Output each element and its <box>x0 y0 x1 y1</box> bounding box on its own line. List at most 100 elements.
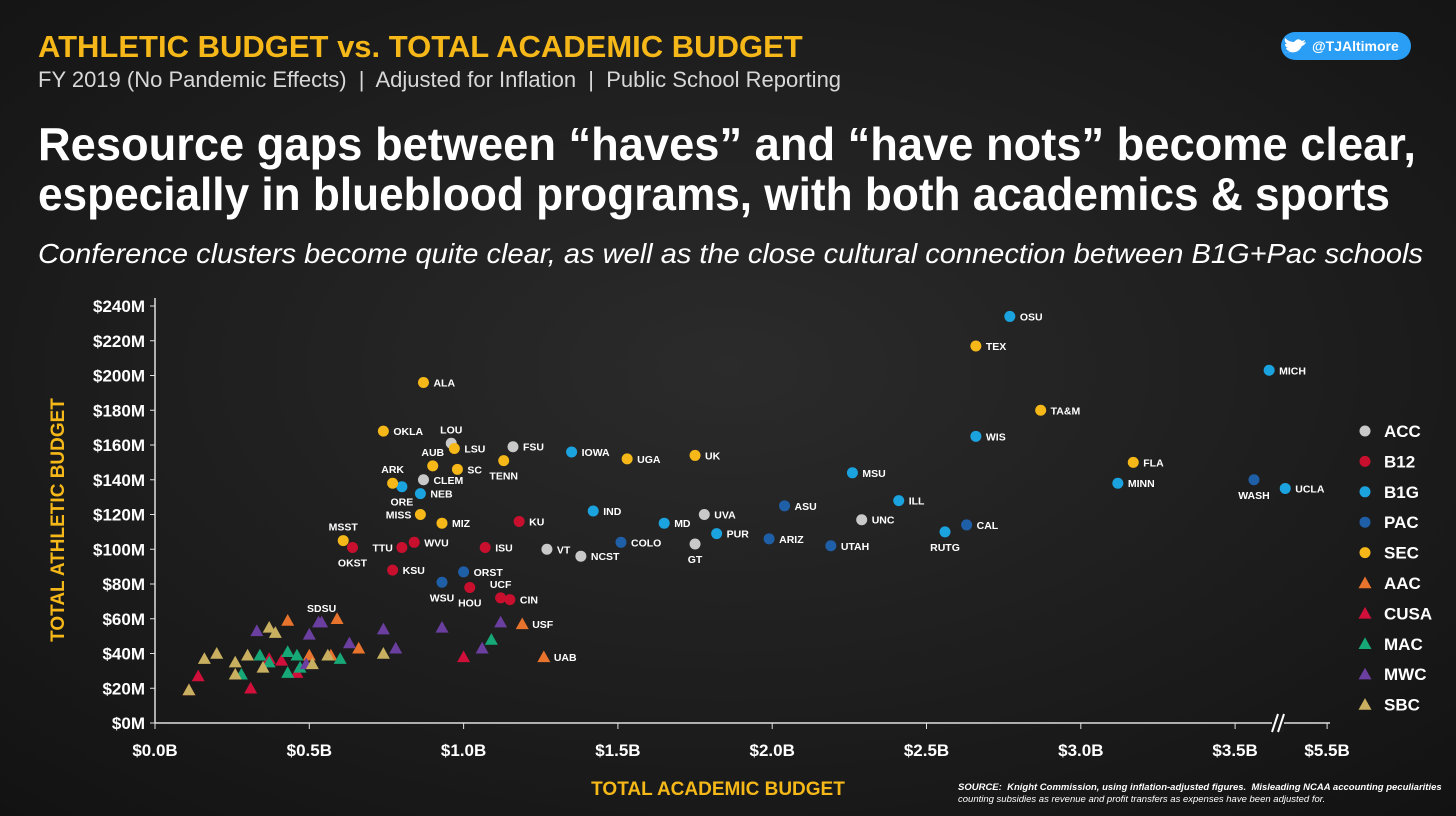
point-label: MICH <box>1279 365 1306 377</box>
data-point <box>846 467 858 479</box>
legend-label: SBC <box>1384 696 1420 715</box>
point-label: UK <box>705 450 721 462</box>
y-tick-label: $120M <box>93 506 145 525</box>
point-label: ORST <box>474 567 504 579</box>
data-point <box>689 538 701 550</box>
legend-label: B12 <box>1384 452 1415 471</box>
point-label: RUTG <box>930 542 960 554</box>
point-label: TA&M <box>1051 405 1081 417</box>
badge-pill[interactable] <box>1281 32 1411 60</box>
handle[interactable]: @TJAltimore <box>1312 38 1399 54</box>
point-label: FSU <box>523 442 544 454</box>
point-label: COLO <box>631 537 661 549</box>
data-point <box>495 592 507 604</box>
y-tick-label: $200M <box>93 367 145 386</box>
data-point <box>315 615 329 628</box>
point-label: SDSU <box>307 603 336 615</box>
legend-marker <box>1359 516 1371 528</box>
bird-icon <box>1284 38 1306 53</box>
data-point <box>970 340 982 352</box>
point-label: ORE <box>390 497 413 509</box>
data-point <box>494 615 508 628</box>
data-point <box>352 641 366 654</box>
axis-break-mark <box>1277 713 1285 733</box>
point-label: NEB <box>430 489 453 501</box>
handle-badge[interactable]: @TJAltimore <box>1281 32 1411 60</box>
legend-marker <box>1358 637 1372 649</box>
y-tick-label: $160M <box>93 436 145 455</box>
point-label: MIZ <box>452 518 471 530</box>
data-point <box>197 652 211 664</box>
legend-label: B1G <box>1384 483 1419 502</box>
legend-label: MWC <box>1384 665 1426 684</box>
y-tick-label: $240M <box>93 297 145 316</box>
x-tick-label: $5.5B <box>1304 741 1349 760</box>
y-axis-label: TOTAL ATHLETIC BUDGET <box>48 398 69 642</box>
data-point <box>281 613 295 626</box>
point-label: ILL <box>909 496 925 508</box>
y-tick-label: $100M <box>93 540 145 559</box>
data-point <box>436 576 448 588</box>
point-label: CIN <box>520 595 538 607</box>
legend-marker <box>1358 606 1372 619</box>
point-label: WASH <box>1238 490 1270 502</box>
point-label: WVU <box>424 537 449 549</box>
legend-marker <box>1358 698 1372 710</box>
data-point <box>414 488 426 500</box>
point-label: HOU <box>458 597 481 609</box>
point-label: UAB <box>554 652 577 664</box>
x-tick-label: $1.0B <box>441 741 486 760</box>
point-label: TTU <box>372 543 392 555</box>
data-point <box>290 648 304 661</box>
legend-marker <box>1358 667 1372 680</box>
x-tick-label: $3.0B <box>1058 741 1103 760</box>
point-label: TEX <box>986 341 1006 353</box>
data-point <box>1279 482 1291 494</box>
data-point <box>262 655 276 668</box>
x-tick-label: $2.5B <box>904 741 949 760</box>
data-point <box>337 535 349 547</box>
point-label: ARIZ <box>779 534 804 546</box>
x-tick-label: $1.5B <box>595 741 640 760</box>
legend-label: ACC <box>1384 422 1421 441</box>
legend-label: SEC <box>1384 544 1419 563</box>
data-point <box>825 540 837 552</box>
data-point <box>414 509 426 520</box>
axis-break <box>1271 713 1285 733</box>
data-point <box>347 542 359 554</box>
axis-break-mark <box>1271 713 1279 733</box>
data-point <box>281 666 295 678</box>
data-point <box>464 581 476 593</box>
y-tick-label: $220M <box>93 332 145 351</box>
point-label: MINN <box>1128 478 1155 490</box>
point-label: UCLA <box>1295 483 1325 495</box>
data-point <box>961 519 973 531</box>
data-point <box>377 425 389 437</box>
data-point <box>698 509 710 520</box>
data-point <box>711 528 723 540</box>
point-label: PUR <box>727 529 750 541</box>
data-point <box>417 376 429 388</box>
data-point <box>302 627 316 640</box>
data-point <box>330 612 344 624</box>
data-point <box>893 495 905 507</box>
data-point <box>1004 310 1016 322</box>
legend-marker <box>1359 425 1371 437</box>
headline-line: especially in blueblood programs, with b… <box>38 168 1390 220</box>
data-point <box>302 648 316 661</box>
axis-break-gap <box>1272 714 1284 732</box>
legend-label: MAC <box>1384 635 1423 654</box>
data-point <box>615 536 627 548</box>
data-point <box>376 622 390 635</box>
data-point <box>621 453 633 465</box>
data-point <box>321 648 335 661</box>
data-point <box>244 681 258 694</box>
point-label: LSU <box>464 443 485 455</box>
point-label: TENN <box>489 471 518 483</box>
data-point <box>513 515 525 527</box>
data-point <box>268 626 282 638</box>
point-label: MD <box>674 518 691 530</box>
x-tick-label: $2.0B <box>750 741 795 760</box>
data-point <box>475 641 489 654</box>
data-point <box>1248 474 1260 486</box>
